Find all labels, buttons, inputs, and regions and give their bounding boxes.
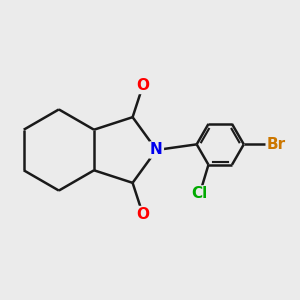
Text: O: O — [136, 78, 149, 93]
Text: Br: Br — [267, 137, 286, 152]
Text: O: O — [136, 207, 149, 222]
Text: N: N — [150, 142, 163, 158]
Text: Cl: Cl — [192, 186, 208, 201]
